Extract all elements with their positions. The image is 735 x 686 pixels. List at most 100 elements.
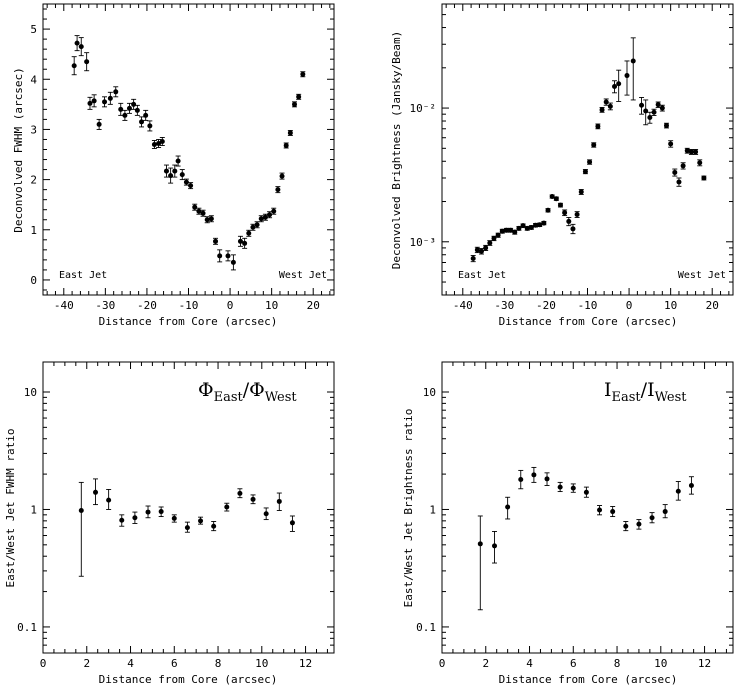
- y-tick-label: 1: [30, 503, 37, 516]
- ratio-sub-east: East: [612, 390, 642, 405]
- data-point: [242, 240, 248, 246]
- x-tick-label: 0: [626, 299, 633, 312]
- y-axis-label: East/West Jet FWHM ratio: [4, 429, 17, 588]
- data-point: [583, 489, 589, 495]
- data-point: [122, 112, 128, 118]
- x-tick-label: 20: [706, 299, 719, 312]
- x-tick-label: 6: [171, 657, 178, 670]
- data-point: [163, 168, 169, 174]
- data-point: [126, 105, 132, 111]
- data-point: [237, 490, 243, 496]
- west-jet-label: West Jet: [678, 270, 726, 281]
- data-point: [478, 248, 484, 254]
- data-point: [289, 520, 295, 526]
- data-point: [196, 208, 202, 214]
- data-point: [230, 259, 236, 265]
- data-point: [701, 175, 707, 181]
- data-point: [512, 229, 518, 235]
- fwhm-ratio-panel: 0 2 4 6 8 10 12 0.1 1 10 Distance from Core (arcs…: [4, 361, 335, 686]
- data-point: [159, 138, 165, 144]
- data-point: [78, 507, 84, 513]
- plot-frame: [441, 361, 734, 654]
- data-point: [693, 149, 699, 155]
- data-point: [179, 172, 185, 178]
- axis-ticks: -40 -30 -20 -10 0 10 20 10⁻³ 10⁻²: [410, 3, 733, 312]
- data-point: [668, 141, 674, 147]
- x-tick-label: 10: [664, 299, 677, 312]
- ratio-symbol-west: I: [647, 379, 655, 401]
- data-point: [118, 106, 124, 112]
- ratio-symbol-west: Φ: [249, 379, 265, 401]
- data-point: [258, 216, 264, 222]
- data-point: [107, 95, 113, 101]
- ratio-symbol-east: I: [604, 379, 612, 401]
- data-point: [213, 238, 219, 244]
- x-tick-label: -10: [179, 299, 199, 312]
- x-tick-label: -40: [453, 299, 473, 312]
- data-point: [131, 101, 137, 107]
- data-point: [275, 187, 281, 193]
- data-point: [204, 217, 210, 223]
- data-point: [225, 253, 231, 259]
- data-point: [74, 40, 80, 46]
- data-point: [139, 119, 145, 125]
- data-point: [263, 511, 269, 517]
- data-point: [171, 515, 177, 521]
- y-tick-label: 10⁻³: [410, 236, 437, 249]
- data-point: [71, 63, 77, 69]
- data-point: [168, 173, 174, 179]
- x-tick-label: -30: [95, 299, 115, 312]
- error-bars: [477, 466, 694, 611]
- data-point: [541, 220, 547, 226]
- y-tick-label: 10: [24, 386, 37, 399]
- data-point: [607, 103, 613, 109]
- data-point: [610, 509, 616, 515]
- data-point: [96, 121, 102, 127]
- x-tick-label: 10: [255, 657, 268, 670]
- error-bars: [71, 35, 306, 271]
- data-point: [516, 225, 522, 231]
- data-point: [211, 523, 217, 529]
- y-tick-label: 5: [30, 23, 37, 36]
- x-tick-label: -20: [137, 299, 157, 312]
- x-axis-label: Distance from Core (arcsec): [499, 673, 678, 686]
- data-point: [102, 99, 108, 105]
- data-point: [492, 543, 498, 549]
- data-point: [684, 148, 690, 154]
- data-point: [562, 210, 568, 216]
- data-point: [208, 216, 214, 222]
- x-tick-label: 10: [265, 299, 278, 312]
- ratio-sub-east: East: [214, 390, 244, 405]
- data-point: [477, 541, 483, 547]
- x-axis-label: Distance from Core (arcsec): [99, 315, 278, 328]
- y-tick-label: 2: [30, 174, 37, 187]
- x-tick-label: 6: [570, 657, 577, 670]
- data-point: [524, 225, 530, 231]
- data-point: [599, 107, 605, 113]
- data-point: [597, 507, 603, 513]
- x-tick-label: 2: [83, 657, 90, 670]
- data-point: [495, 232, 501, 238]
- y-tick-label: 10: [423, 386, 436, 399]
- data-point: [520, 223, 526, 229]
- data-point: [603, 99, 609, 105]
- data-point: [639, 102, 645, 108]
- data-point: [91, 98, 97, 104]
- data-point: [630, 58, 636, 64]
- plot-frame: [42, 361, 335, 654]
- data-point: [570, 226, 576, 232]
- ratio-slash: /: [243, 379, 250, 401]
- ratio-sub-west: West: [265, 390, 298, 405]
- ratio-symbol-east: Φ: [198, 379, 214, 401]
- x-tick-label: -40: [54, 299, 74, 312]
- data-point: [143, 112, 149, 118]
- plot-frame: [42, 3, 335, 296]
- y-tick-label: 1: [30, 224, 37, 237]
- data-point: [518, 476, 524, 482]
- east-jet-label: East Jet: [458, 270, 506, 281]
- data-point: [505, 504, 511, 510]
- y-tick-label: 4: [30, 73, 37, 86]
- data-point: [172, 168, 178, 174]
- data-point: [271, 208, 277, 214]
